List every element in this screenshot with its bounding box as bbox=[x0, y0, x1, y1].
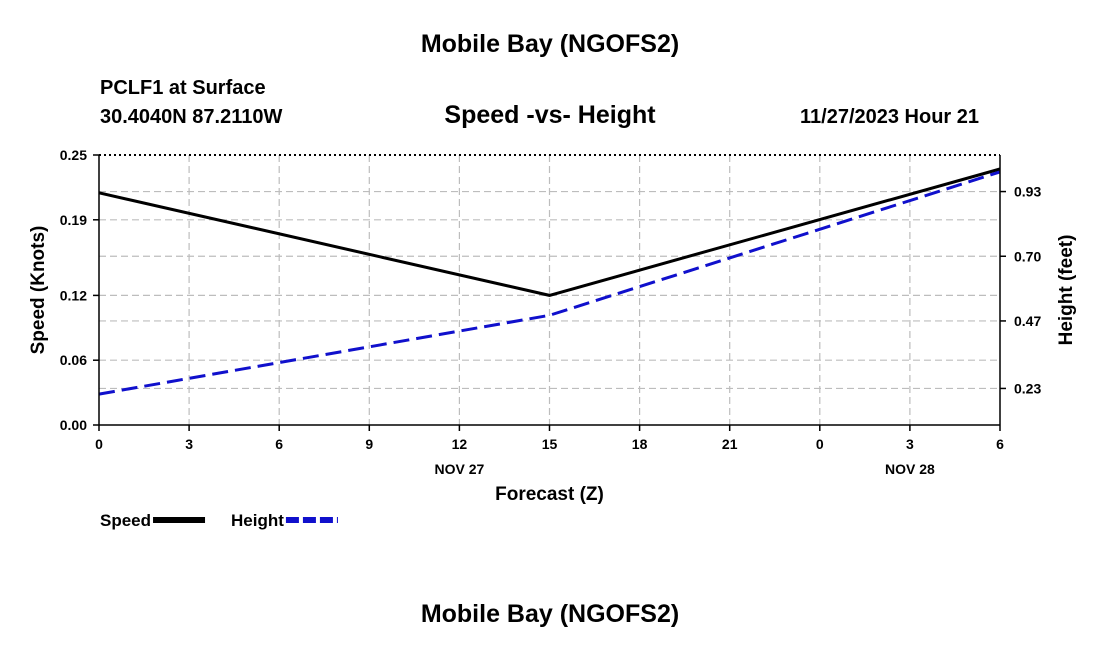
x-date-label: NOV 28 bbox=[885, 461, 935, 477]
x-date-label: NOV 27 bbox=[434, 461, 484, 477]
y-tick-label: 0.06 bbox=[60, 352, 87, 368]
x-tick-label: 3 bbox=[906, 436, 914, 452]
y-tick-label: 0.25 bbox=[60, 147, 87, 163]
series-line-height bbox=[98, 170, 1001, 396]
x-tick-label: 21 bbox=[722, 436, 738, 452]
y2-tick-label: 0.93 bbox=[1014, 184, 1041, 200]
x-tick-label: 18 bbox=[632, 436, 648, 452]
x-tick-label: 12 bbox=[452, 436, 468, 452]
x-tick-label: 0 bbox=[95, 436, 103, 452]
chart-title: Speed -vs- Height bbox=[444, 101, 656, 129]
x-axis-title: Forecast (Z) bbox=[495, 484, 604, 505]
x-tick-label: 3 bbox=[185, 436, 193, 452]
y2-tick-label: 0.23 bbox=[1014, 380, 1041, 396]
x-tick-label: 15 bbox=[542, 436, 558, 452]
page-title-bottom: Mobile Bay (NGOFS2) bbox=[420, 600, 680, 628]
y-tick-label: 0.00 bbox=[60, 417, 87, 433]
y-tick-label: 0.19 bbox=[60, 212, 87, 228]
y2-tick-label: 0.70 bbox=[1014, 248, 1041, 264]
station-coordinates: 30.4040N 87.2110W bbox=[100, 106, 283, 128]
x-tick-label: 6 bbox=[996, 436, 1004, 452]
legend-label-speed: Speed bbox=[100, 511, 151, 530]
y2-tick-label: 0.47 bbox=[1014, 313, 1041, 329]
x-tick-label: 0 bbox=[816, 436, 824, 452]
series-line-speed bbox=[98, 167, 1001, 297]
x-tick-label: 9 bbox=[365, 436, 373, 452]
y-axis-title: Speed (Knots) bbox=[28, 226, 49, 355]
x-tick-label: 6 bbox=[275, 436, 283, 452]
forecast-date: 11/27/2023 Hour 21 bbox=[800, 106, 980, 128]
y2-axis-title: Height (feet) bbox=[1056, 235, 1077, 346]
page-title: Mobile Bay (NGOFS2) bbox=[420, 30, 680, 58]
y-tick-label: 0.12 bbox=[60, 287, 87, 303]
legend-label-height: Height bbox=[231, 511, 284, 530]
station-name: PCLF1 at Surface bbox=[100, 77, 266, 99]
